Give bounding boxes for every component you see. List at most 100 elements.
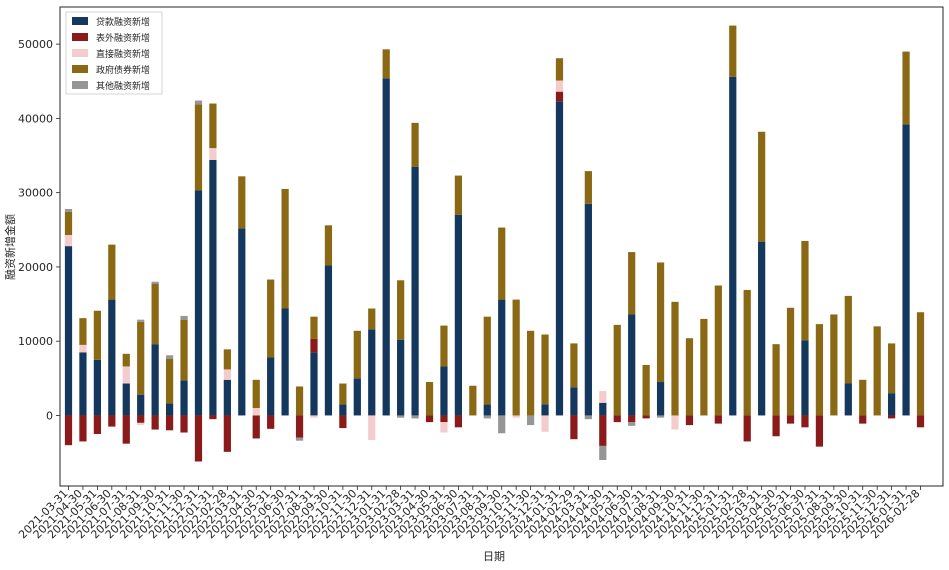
bar-segment-3-2025-03-31 — [758, 131, 766, 242]
bar-segment-1-2024-07-31 — [642, 415, 650, 419]
bar-segment-0-2023-03-31 — [411, 166, 419, 416]
bar-segment-2-2023-12-31 — [541, 415, 549, 432]
bar-segment-3-2025-05-31 — [786, 307, 795, 416]
bar-segment-3-2022-05-31 — [267, 279, 275, 358]
bar-segment-3-2024-06-30 — [628, 252, 636, 315]
bar-segment-3-2021-10-31 — [165, 359, 174, 404]
bar-segment-0-2022-08-31 — [310, 352, 318, 416]
bar-segment-4-2024-04-30 — [599, 445, 607, 461]
bar-segment-1-2022-04-30 — [252, 415, 260, 439]
bar-segment-3-2021-09-30 — [151, 284, 159, 345]
bar-segment-3-2024-08-31 — [656, 262, 665, 383]
bar-segment-0-2026-01-31 — [902, 124, 910, 416]
bar-segment-1-2022-08-31 — [310, 338, 318, 353]
bar-segment-2-2024-09-30 — [671, 415, 679, 430]
bar-segment-3-2023-12-31 — [541, 334, 549, 405]
bar-segment-0-2021-11-30 — [180, 380, 188, 416]
bar-segment-0-2022-12-31 — [368, 329, 376, 416]
bar-segment-3-2025-01-31 — [729, 25, 737, 77]
bar-segment-0-2021-05-31 — [93, 359, 101, 416]
bar-segment-0-2023-06-30 — [454, 214, 463, 416]
bar-segment-3-2024-11-30 — [700, 318, 708, 416]
bar-segment-3-2025-02-28 — [743, 289, 751, 416]
bar-segment-2-2022-08-31 — [310, 415, 318, 418]
bar-segment-1-2021-06-30 — [108, 415, 116, 427]
bar-segment-3-2022-06-30 — [281, 188, 289, 309]
bar-segment-3-2021-06-30 — [108, 244, 116, 300]
bar-segment-4-2023-11-30 — [526, 415, 535, 426]
bar-segment-1-2024-10-31 — [685, 415, 694, 426]
legend-swatch — [72, 65, 88, 73]
bar-segment-2-2022-01-31 — [209, 148, 217, 160]
bar-segment-2-2021-08-31 — [137, 422, 145, 426]
bar-segment-3-2023-02-28 — [397, 280, 405, 340]
bar-segment-3-2024-09-30 — [671, 301, 679, 416]
bar-segment-3-2022-07-31 — [295, 386, 304, 416]
bar-segment-1-2025-05-31 — [786, 415, 795, 424]
legend-label: 贷款融资新增 — [96, 16, 150, 28]
bar-segment-4-2024-03-31 — [584, 415, 592, 420]
legend-swatch — [72, 33, 88, 41]
bar-segment-3-2022-10-31 — [339, 383, 347, 405]
bar-segment-1-2025-04-30 — [772, 415, 780, 437]
bar-segment-3-2022-12-31 — [368, 308, 376, 330]
bar-segment-0-2023-12-31 — [541, 404, 549, 416]
bar-segment-3-2022-09-30 — [324, 225, 333, 266]
bar-segment-1-2021-10-31 — [165, 415, 174, 431]
bar-segment-3-2023-10-31 — [512, 299, 520, 416]
x-axis: 2021-03-312021-04-302021-05-312021-06-30… — [16, 486, 923, 541]
bar-segment-0-2023-02-28 — [397, 339, 405, 416]
bar-segment-0-2023-05-31 — [440, 366, 448, 416]
bar-segment-0-2025-06-30 — [801, 340, 809, 416]
bar-segment-2-2021-03-31 — [64, 234, 73, 247]
bar-segment-3-2025-04-30 — [772, 344, 780, 416]
y-axis: 0 10000 20000 30000 40000 50000 — [18, 38, 60, 422]
bar-segment-0-2021-08-31 — [137, 394, 145, 416]
bar-segment-1-2025-12-31 — [888, 415, 896, 419]
y-tick-label: 30000 — [18, 187, 53, 200]
bar-segment-0-2024-08-31 — [656, 382, 665, 416]
bar-segment-0-2025-01-31 — [729, 76, 737, 416]
bar-segment-4-2023-09-30 — [498, 415, 506, 434]
bar-segment-1-2021-03-31 — [64, 415, 73, 446]
bar-segment-3-2025-07-31 — [815, 324, 824, 416]
bar-segment-0-2023-08-31 — [483, 404, 491, 416]
legend-swatch — [72, 49, 88, 57]
bar-segment-1-2022-10-31 — [339, 415, 347, 429]
x-axis-title: 日期 — [483, 550, 505, 563]
bar-segment-3-2022-01-31 — [209, 103, 217, 149]
bar-segment-1-2024-06-30 — [628, 415, 636, 423]
bar-segment-0-2022-05-31 — [267, 357, 275, 416]
bar-segment-0-2021-10-31 — [165, 403, 174, 416]
bar-segment-3-2026-01-31 — [902, 51, 910, 125]
bar-segment-0-2022-11-30 — [353, 378, 361, 416]
bar-segment-1-2021-11-30 — [180, 415, 188, 433]
bar-segment-3-2022-11-30 — [353, 330, 361, 379]
bar-segment-0-2024-02-29 — [570, 387, 578, 416]
bar-segment-3-2021-08-31 — [137, 321, 145, 395]
bar-segment-1-2021-07-31 — [122, 415, 130, 444]
bar-segment-0-2022-01-31 — [209, 159, 217, 416]
legend-label: 其他融资新增 — [96, 80, 150, 92]
legend-swatch — [72, 81, 88, 89]
bar-segment-2-2022-02-28 — [223, 369, 231, 380]
bar-segment-1-2026-02-28 — [916, 415, 925, 428]
bar-segment-2-2022-12-31 — [368, 415, 376, 440]
bar-segment-4-2021-03-31 — [64, 209, 73, 212]
bar-segment-0-2025-12-31 — [888, 393, 896, 416]
bar-segment-1-2025-10-31 — [859, 415, 867, 424]
bar-segment-3-2022-03-31 — [238, 176, 246, 229]
bar-segment-3-2023-07-31 — [469, 385, 477, 416]
legend-label: 政府债券新增 — [96, 64, 150, 76]
bar-segment-3-2023-06-30 — [454, 175, 463, 215]
bar-segment-3-2024-07-31 — [642, 364, 650, 416]
bar-segment-4-2021-12-31 — [194, 100, 203, 105]
bar-segment-4-2024-08-31 — [656, 415, 665, 418]
bar-segment-0-2022-02-28 — [223, 379, 231, 416]
bar-segment-1-2022-01-31 — [209, 415, 217, 420]
bar-segment-1-2024-01-31 — [555, 91, 564, 102]
bar-segment-3-2021-04-30 — [79, 318, 87, 345]
bar-segment-3-2022-04-30 — [252, 379, 260, 409]
bar-segment-2-2021-07-31 — [122, 366, 130, 384]
